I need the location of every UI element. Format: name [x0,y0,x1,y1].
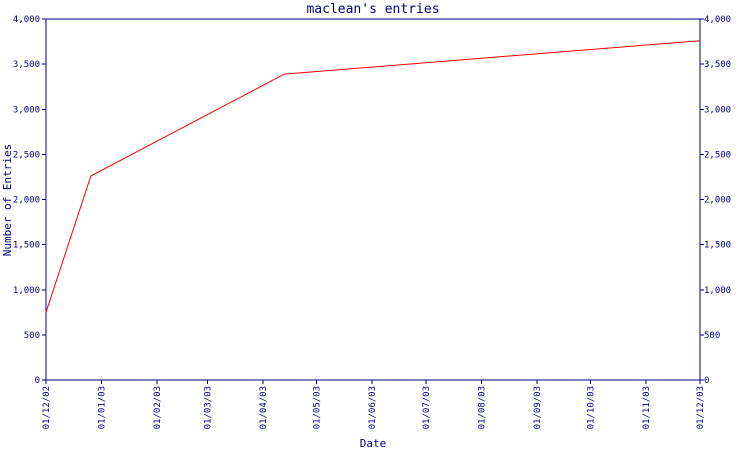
x-tick-label: 01/03/03 [203,386,213,429]
x-tick-label: 01/10/03 [587,386,597,429]
y-tick-label-right: 0 [704,376,709,386]
x-tick-label: 01/12/03 [696,386,706,429]
y-tick-label-right: 1,000 [704,286,731,296]
x-tick-label: 01/09/03 [533,386,543,429]
y-tick-label-right: 2,000 [704,196,731,206]
y-tick-label-left: 3,000 [13,105,40,115]
x-tick-label: 01/07/03 [422,386,432,429]
x-tick-label: 01/02/03 [153,386,163,429]
x-tick-label: 01/08/03 [477,386,487,429]
chart-title: maclean's entries [306,2,439,17]
x-tick-label: 01/01/03 [98,386,108,429]
y-tick-label-right: 500 [704,331,720,341]
y-tick-label-right: 3,500 [704,60,731,70]
y-tick-label-left: 500 [24,331,40,341]
x-axis-title: Date [360,437,387,450]
axes: 0 0 500 500 1,000 1,000 1,500 1,500 2,000 2,000 2,… [13,15,731,429]
x-tick-label: 01/05/03 [313,386,323,429]
y-tick-label-right: 2,500 [704,150,731,160]
y-tick-label-left: 1,000 [13,286,40,296]
y-tick-label-right: 4,000 [704,15,731,25]
y-tick-label-right: 3,000 [704,105,731,115]
x-tick-label: 01/11/03 [642,386,652,429]
y-tick-label-left: 1,500 [13,241,40,251]
y-tick-label-right: 1,500 [704,241,731,251]
y-tick-label-left: 2,500 [13,150,40,160]
x-tick-label: 01/12/02 [42,386,52,429]
y-tick-label-left: 3,500 [13,60,40,70]
x-tick-label: 01/06/03 [368,386,378,429]
y-tick-label-left: 4,000 [13,15,40,25]
series-layer [45,40,701,313]
y-tick-label-left: 2,000 [13,196,40,206]
y-tick-label-left: 0 [35,376,40,386]
series-line [45,40,701,313]
y-axis-title: Number of Entries [1,144,14,257]
x-tick-label: 01/04/03 [259,386,269,429]
